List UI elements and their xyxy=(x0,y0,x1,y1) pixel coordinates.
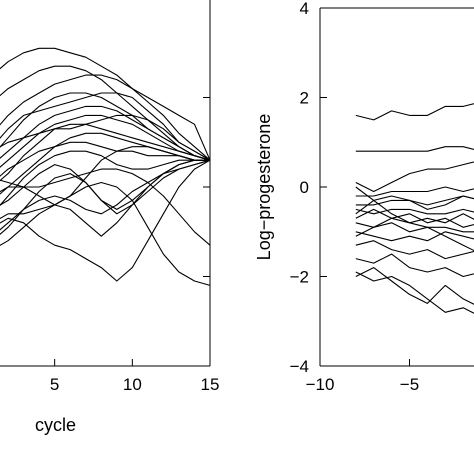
right-series-line-3 xyxy=(355,161,474,193)
right-series-line-5 xyxy=(355,195,474,206)
left-series-line-18 xyxy=(0,181,211,286)
right-series-line-15 xyxy=(355,195,474,215)
right-y-tick-label-3: 0 xyxy=(300,178,309,197)
left-series-line-12 xyxy=(0,150,210,207)
right-series-line-13 xyxy=(355,271,474,314)
right-y-tick-label-5: 4 xyxy=(300,0,309,18)
right-series-line-12 xyxy=(355,267,474,305)
left-series-line-3 xyxy=(0,74,211,161)
right-y-tick-label-2: −2 xyxy=(290,268,309,287)
right-series-line-14 xyxy=(355,186,474,252)
right-y-tick-label-4: 2 xyxy=(300,89,309,108)
left-series-line-5 xyxy=(0,92,211,161)
left-series-line-14 xyxy=(0,159,211,235)
left-series-line-17 xyxy=(0,159,211,282)
left-panel: 5 10 15 cycle xyxy=(0,0,219,435)
left-series-line-15 xyxy=(0,146,210,206)
right-series-line-9 xyxy=(355,231,474,242)
left-series-line-6 xyxy=(0,105,211,161)
left-series-group xyxy=(0,47,211,286)
right-panel: −10 −5 −4 −2 0 2 4 Log−progesterone xyxy=(254,0,474,394)
left-series-line-20 xyxy=(0,159,211,231)
right-series-line-11 xyxy=(355,253,474,278)
right-y-axis-label: Log−progesterone xyxy=(254,114,274,261)
right-y-tick-label-1: −4 xyxy=(290,357,309,376)
right-series-line-2 xyxy=(355,146,474,152)
left-series-line-11 xyxy=(0,141,210,177)
left-series-line-19 xyxy=(0,168,211,246)
left-x-tick-label-1: 5 xyxy=(50,375,59,394)
right-series-group xyxy=(355,103,474,314)
right-series-line-10 xyxy=(355,240,474,260)
left-x-tick-label-3: 15 xyxy=(201,375,220,394)
right-ticks-group: −10 −5 −4 −2 0 2 4 xyxy=(290,0,420,394)
left-x-axis-label: cycle xyxy=(35,415,76,435)
right-x-tick-label-1: −10 xyxy=(306,375,335,394)
left-x-tick-label-2: 10 xyxy=(123,375,142,394)
right-series-line-7 xyxy=(355,208,474,224)
right-series-line-16 xyxy=(355,213,474,237)
right-series-line-1 xyxy=(355,103,474,121)
left-series-line-7 xyxy=(0,114,211,168)
left-series-line-13 xyxy=(0,159,210,210)
left-series-line-16 xyxy=(0,159,210,246)
left-series-line-1 xyxy=(0,47,211,161)
left-ticks-group: 5 10 15 xyxy=(50,97,220,394)
left-series-line-9 xyxy=(0,114,211,161)
right-series-line-4 xyxy=(355,186,474,197)
right-x-tick-label-2: −5 xyxy=(400,375,419,394)
left-series-line-10 xyxy=(0,132,210,195)
